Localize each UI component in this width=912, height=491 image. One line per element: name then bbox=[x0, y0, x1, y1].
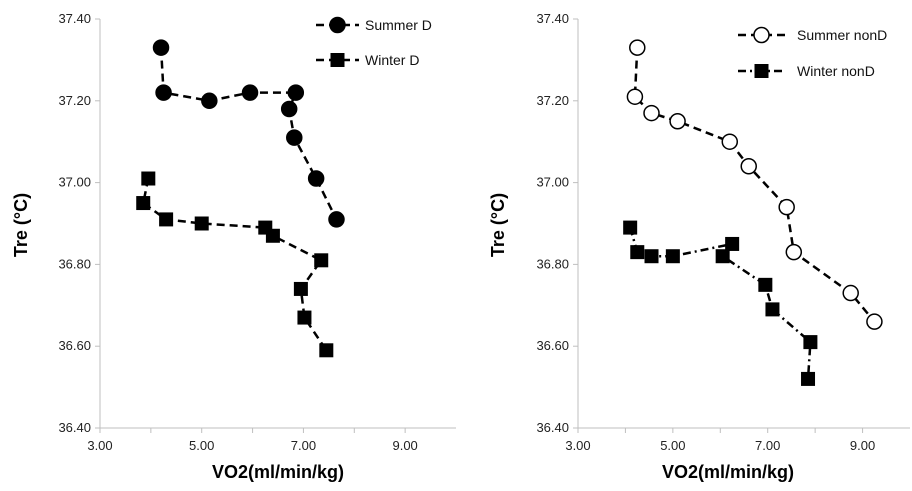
x-tick-label: 5.00 bbox=[189, 438, 214, 453]
y-tick-label: 37.40 bbox=[58, 11, 91, 26]
data-point bbox=[644, 249, 659, 264]
data-point bbox=[280, 100, 298, 118]
data-point bbox=[630, 245, 645, 260]
data-point bbox=[319, 343, 334, 358]
x-tick-label: 3.00 bbox=[565, 438, 590, 453]
data-point bbox=[801, 371, 816, 386]
data-point bbox=[286, 129, 303, 146]
data-point bbox=[194, 216, 209, 231]
legend-label: Winter D bbox=[365, 52, 419, 68]
data-point bbox=[287, 84, 305, 101]
y-tick-label: 37.00 bbox=[58, 175, 91, 190]
x-tick-label: 5.00 bbox=[660, 438, 685, 453]
y-tick-label: 37.40 bbox=[536, 11, 569, 26]
data-point bbox=[643, 104, 660, 122]
y-tick-label: 37.20 bbox=[536, 93, 569, 108]
legend-label: Winter nonD bbox=[797, 63, 875, 79]
data-point bbox=[328, 211, 345, 228]
legend-entry: Summer D bbox=[316, 16, 432, 34]
series-line bbox=[159, 47, 338, 220]
data-point bbox=[740, 157, 757, 175]
legend-marker bbox=[330, 53, 345, 67]
series-1 bbox=[626, 39, 883, 330]
data-point bbox=[136, 196, 151, 211]
data-point bbox=[265, 228, 280, 243]
y-tick-label: 36.80 bbox=[536, 256, 569, 271]
x-axis-title: VO2(ml/min/kg) bbox=[212, 462, 344, 482]
legend-entry: Winter D bbox=[316, 52, 419, 68]
x-axis-title: VO2(ml/min/kg) bbox=[662, 462, 794, 482]
data-point bbox=[152, 39, 170, 56]
y-tick-label: 36.40 bbox=[58, 420, 91, 435]
chart-panel-summer-winter-d: 36.40 36.60 36.80 37.00 37.20 37.40 3.00 5.00 7.… bbox=[11, 11, 456, 482]
y-tick-label: 37.00 bbox=[536, 175, 569, 190]
data-point bbox=[314, 253, 329, 268]
x-tick-label: 9.00 bbox=[850, 438, 875, 453]
series-2 bbox=[136, 171, 334, 358]
y-tick-label: 36.40 bbox=[536, 420, 569, 435]
x-tick-label: 9.00 bbox=[392, 438, 417, 453]
data-point bbox=[669, 113, 686, 130]
y-tick-label: 36.60 bbox=[536, 338, 569, 353]
series-line bbox=[633, 47, 876, 323]
series-1 bbox=[152, 39, 345, 228]
data-point bbox=[155, 84, 172, 101]
x-tick-label: 3.00 bbox=[87, 438, 112, 453]
chart-panel-summer-winter-nond: 36.40 36.60 36.80 37.00 37.20 37.40 3.00 5.00 7.… bbox=[488, 11, 910, 482]
y-axis-title: Tre (°C) bbox=[11, 193, 31, 257]
x-tick-label: 7.00 bbox=[755, 438, 780, 453]
data-point bbox=[159, 212, 174, 227]
y-tick-label: 36.80 bbox=[58, 256, 91, 271]
data-point bbox=[758, 277, 773, 292]
data-point bbox=[626, 88, 644, 105]
data-point bbox=[201, 92, 218, 110]
data-point bbox=[721, 133, 739, 150]
y-tick-label: 36.60 bbox=[58, 338, 91, 353]
data-point bbox=[307, 170, 325, 187]
data-point bbox=[623, 220, 638, 235]
legend-entry: Winter nonD bbox=[738, 63, 875, 79]
data-point bbox=[715, 249, 730, 264]
legend-marker bbox=[754, 64, 769, 78]
data-point bbox=[293, 281, 308, 296]
legend-marker bbox=[753, 26, 770, 44]
data-point bbox=[765, 302, 780, 317]
data-point bbox=[778, 198, 795, 216]
data-point bbox=[141, 171, 156, 186]
data-point bbox=[866, 313, 883, 330]
data-point bbox=[241, 84, 259, 101]
y-axis-title: Tre (°C) bbox=[488, 193, 508, 257]
data-point bbox=[665, 249, 680, 264]
legend-label: Summer nonD bbox=[797, 27, 887, 43]
data-point bbox=[297, 310, 312, 325]
data-point bbox=[629, 39, 646, 56]
data-point bbox=[803, 335, 818, 350]
legend-marker bbox=[329, 16, 346, 34]
x-tick-label: 7.00 bbox=[291, 438, 316, 453]
data-point bbox=[725, 236, 740, 251]
series-2 bbox=[623, 220, 818, 386]
data-point bbox=[842, 284, 859, 302]
legend-label: Summer D bbox=[365, 17, 432, 33]
data-point bbox=[785, 243, 803, 261]
legend-entry: Summer nonD bbox=[738, 26, 887, 44]
y-tick-label: 37.20 bbox=[58, 93, 91, 108]
